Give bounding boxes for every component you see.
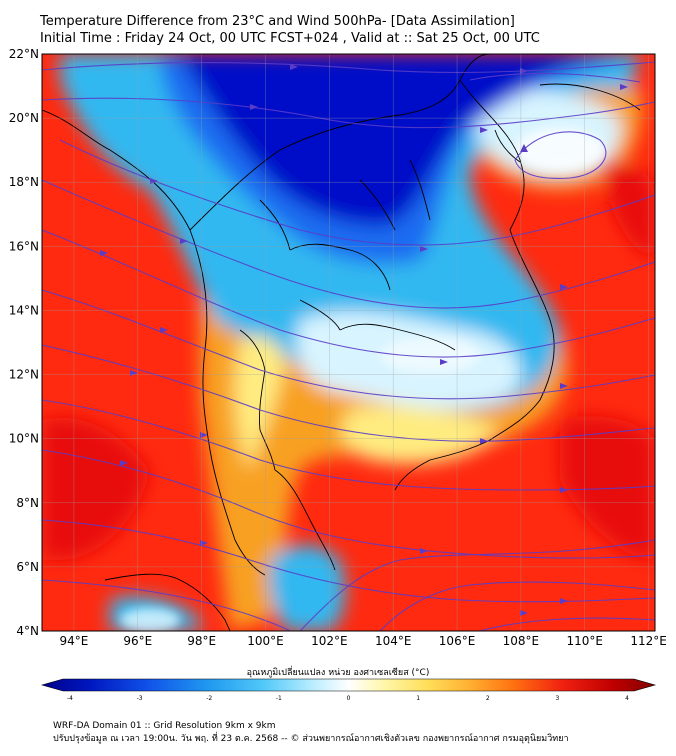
wind-arrowheads	[100, 64, 628, 616]
footer-model-info: WRF-DA Domain 01 :: Grid Resolution 9km …	[53, 721, 276, 731]
latitude-labels: 22°N 20°N 18°N 16°N 14°N 12°N 10°N 8°N 6°N 4°N	[9, 47, 39, 638]
lat-label: 16°N	[9, 239, 39, 253]
colorbar-tick-label: 2	[486, 695, 490, 700]
chart-subtitle: Initial Time : Friday 24 Oct, 00 UTC FCS…	[40, 31, 540, 46]
chart-title: Temperature Difference from 23°C and Win…	[40, 14, 515, 29]
colorbar-tick-label: -4	[67, 695, 73, 700]
lat-label: 22°N	[9, 47, 39, 61]
forecast-map: 22°N 20°N 18°N 16°N 14°N 12°N 10°N 8°N 6°N 4°N 94…	[9, 47, 667, 700]
lat-label: 6°N	[16, 560, 39, 574]
lon-label: 96°E	[123, 634, 152, 648]
colorbar-title: อุณหภูมิเปลี่ยนแปลง หน่วย องศาเซลเซียส (…	[246, 668, 430, 678]
colorbar-tick-label: -3	[137, 695, 143, 700]
lon-label: 102°E	[311, 634, 348, 648]
colorbar-tick-label: 4	[625, 695, 629, 700]
lon-label: 100°E	[247, 634, 284, 648]
colorbar-tick-label: 1	[416, 695, 420, 700]
lat-label: 20°N	[9, 111, 39, 125]
colorbar: -4 -3 -2 -1 0 1 2 3 4	[40, 678, 657, 700]
lon-label: 104°E	[375, 634, 412, 648]
lon-label: 106°E	[439, 634, 476, 648]
map-gridlines	[42, 54, 655, 631]
lat-label: 10°N	[9, 432, 39, 446]
colorbar-tick-label: -2	[206, 695, 212, 700]
lon-label: 110°E	[567, 634, 604, 648]
longitude-labels: 94°E 96°E 98°E 100°E 102°E 104°E 106°E 108°E 110…	[59, 634, 666, 648]
lat-label: 8°N	[16, 496, 39, 510]
colorbar-tick-label: 3	[555, 695, 559, 700]
lon-label: 94°E	[59, 634, 88, 648]
lat-label: 18°N	[9, 175, 39, 189]
lon-label: 98°E	[187, 634, 216, 648]
lat-label: 14°N	[9, 303, 39, 317]
lat-label: 4°N	[16, 624, 39, 638]
temperature-field	[42, 54, 655, 631]
footer-credit: ปรับปรุงข้อมูล ณ เวลา 19:00น. วัน พฤ. ที…	[53, 734, 569, 744]
colorbar-ticks: -4 -3 -2 -1 0 1 2 3 4	[67, 695, 629, 700]
colorbar-tick-label: -1	[276, 695, 282, 700]
lat-label: 12°N	[9, 368, 39, 382]
colorbar-tick-label: 0	[347, 695, 351, 700]
lon-label: 108°E	[503, 634, 540, 648]
map-frame	[41, 53, 656, 632]
lon-label: 112°E	[630, 634, 667, 648]
